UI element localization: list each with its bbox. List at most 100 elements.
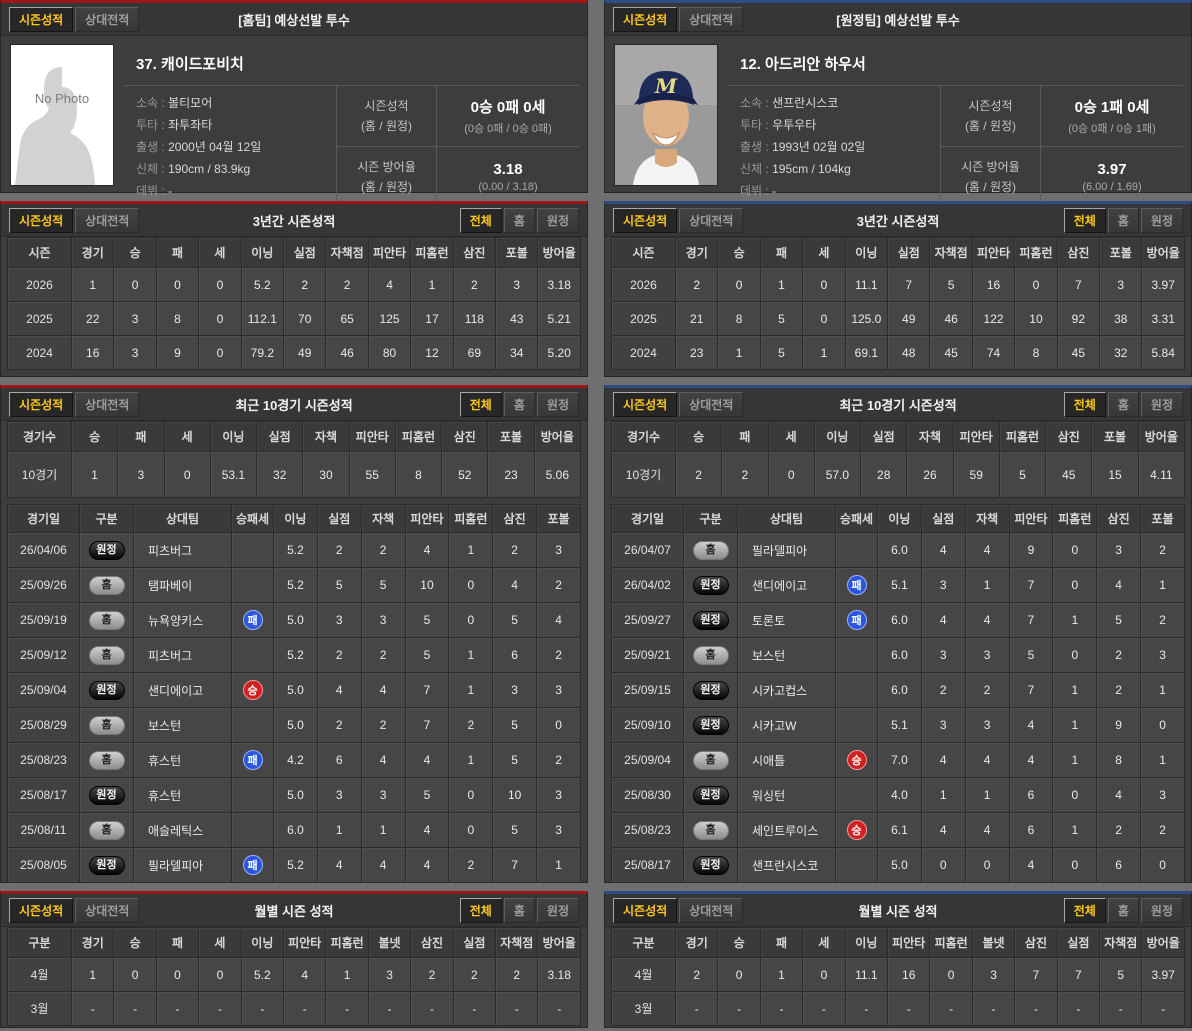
column-header: 세 bbox=[802, 927, 846, 958]
tab-head-to-head[interactable]: 상대전적 bbox=[679, 897, 744, 923]
table-cell: 32 bbox=[256, 451, 304, 498]
home-monthly-section: 월별 시즌 성적 시즌성적 상대전적 전체 홈 원정 구분 경기 승 패 세 이닝 피안타 피… bbox=[0, 891, 588, 1028]
table-cell: 5.06 bbox=[533, 451, 582, 498]
table-cell: 34 bbox=[495, 335, 539, 370]
table-cell: 45 bbox=[1045, 451, 1093, 498]
tab-home[interactable]: 홈 bbox=[503, 897, 535, 923]
recent10-summary-table: 경기수 승 패 세 이닝 실점 자책 피안타 피홈런 삼진 포볼 방어율 10경기 1 3 0 53.1 32 30… bbox=[7, 421, 582, 498]
table-cell: 9 bbox=[1096, 707, 1142, 743]
table-cell: 74 bbox=[971, 335, 1016, 370]
table-cell: 2 bbox=[1096, 637, 1142, 673]
player-photo: No Photo bbox=[10, 44, 114, 186]
table-cell: 8 bbox=[1096, 742, 1142, 778]
table-cell: 6 bbox=[1096, 847, 1142, 883]
tab-head-to-head[interactable]: 상대전적 bbox=[679, 207, 744, 233]
stat-type-tabs: 시즌성적 상대전적 bbox=[9, 207, 140, 233]
table-cell: 0 bbox=[448, 567, 494, 603]
table-cell: 3 bbox=[1140, 637, 1185, 673]
table-cell: 2 bbox=[674, 451, 723, 498]
table-cell: 5 bbox=[759, 335, 804, 370]
tab-all[interactable]: 전체 bbox=[459, 391, 502, 417]
tab-away[interactable]: 원정 bbox=[536, 391, 579, 417]
table-cell: 8 bbox=[394, 451, 443, 498]
table-cell: 1 bbox=[448, 637, 494, 673]
venue-cell: 홈 bbox=[79, 812, 134, 848]
tab-season-stats[interactable]: 시즌성적 bbox=[9, 897, 74, 923]
opponent-name: 탬파베이 bbox=[133, 567, 232, 603]
table-cell: 6 bbox=[1008, 777, 1054, 813]
game-date: 25/09/12 bbox=[7, 637, 80, 673]
tab-head-to-head[interactable]: 상대전적 bbox=[679, 6, 744, 32]
tab-all[interactable]: 전체 bbox=[459, 207, 502, 233]
table-cell: 5.2 bbox=[273, 847, 318, 883]
section-header: [원정팀] 예상선발 투수 시즌성적 상대전적 bbox=[605, 3, 1191, 36]
table-cell: 8 bbox=[155, 301, 200, 336]
table-cell: 1 bbox=[1052, 707, 1098, 743]
tab-all[interactable]: 전체 bbox=[1063, 897, 1106, 923]
table-cell: 49 bbox=[283, 335, 327, 370]
venue-cell: 원정 bbox=[79, 672, 134, 708]
table-cell: - bbox=[70, 991, 115, 1026]
tab-all[interactable]: 전체 bbox=[459, 897, 502, 923]
tab-all[interactable]: 전체 bbox=[1063, 207, 1106, 233]
table-row: 2025 21 8 5 0 125.0 49 46 122 10 92 38 3.31 bbox=[611, 301, 1185, 336]
column-header: 삼진 bbox=[1045, 421, 1093, 452]
column-header: 이닝 bbox=[240, 927, 285, 958]
table-cell: 15 bbox=[1091, 451, 1139, 498]
tab-season-stats[interactable]: 시즌성적 bbox=[613, 6, 678, 32]
tab-home[interactable]: 홈 bbox=[1107, 207, 1139, 233]
table-cell: 4 bbox=[964, 532, 1010, 568]
tab-head-to-head[interactable]: 상대전적 bbox=[75, 6, 140, 32]
tab-head-to-head[interactable]: 상대전적 bbox=[75, 207, 140, 233]
table-row: 2024 23 1 5 1 69.1 48 45 74 8 45 32 5.84 bbox=[611, 335, 1185, 370]
scope-tabs: 전체 홈 원정 bbox=[459, 391, 579, 417]
tab-head-to-head[interactable]: 상대전적 bbox=[679, 391, 744, 417]
away-monthly-section: 월별 시즌 성적 시즌성적 상대전적 전체 홈 원정 구분 경기 승 패 세 이닝 피안타 피… bbox=[604, 891, 1192, 1028]
info-label: 데뷔 : bbox=[740, 184, 769, 198]
table-cell: 52 bbox=[441, 451, 489, 498]
info-label: 데뷔 : bbox=[136, 184, 165, 198]
result-badge: 승 bbox=[242, 680, 263, 700]
column-header: 구분 bbox=[79, 504, 134, 533]
tab-away[interactable]: 원정 bbox=[1140, 391, 1183, 417]
tab-season-stats[interactable]: 시즌성적 bbox=[9, 6, 74, 32]
column-header: 피안타 bbox=[887, 927, 931, 958]
tab-away[interactable]: 원정 bbox=[1140, 897, 1183, 923]
tab-all[interactable]: 전체 bbox=[1063, 391, 1106, 417]
table-cell: 4 bbox=[404, 742, 450, 778]
column-header: 이닝 bbox=[877, 504, 922, 533]
tab-season-stats[interactable]: 시즌성적 bbox=[613, 391, 678, 417]
result-cell bbox=[835, 672, 878, 708]
tab-season-stats[interactable]: 시즌성적 bbox=[9, 207, 74, 233]
table-cell: 4 bbox=[316, 672, 362, 708]
opponent-name: 시카고컵스 bbox=[737, 672, 836, 708]
tab-away[interactable]: 원정 bbox=[1140, 207, 1183, 233]
tab-home[interactable]: 홈 bbox=[1107, 897, 1139, 923]
tab-away[interactable]: 원정 bbox=[536, 897, 579, 923]
tab-away[interactable]: 원정 bbox=[536, 207, 579, 233]
row-label: 2026 bbox=[7, 267, 72, 302]
table-cell: 6 bbox=[492, 637, 538, 673]
table-cell: 4 bbox=[920, 812, 966, 848]
tab-season-stats[interactable]: 시즌성적 bbox=[613, 207, 678, 233]
tab-season-stats[interactable]: 시즌성적 bbox=[9, 391, 74, 417]
info-line-body: 신체 : 195cm / 104kg bbox=[740, 160, 928, 177]
info-label: 소속 : bbox=[740, 96, 769, 110]
tab-home[interactable]: 홈 bbox=[503, 207, 535, 233]
table-cell: 4.11 bbox=[1137, 451, 1186, 498]
table-cell: 3.31 bbox=[1141, 301, 1185, 336]
table-cell: 0 bbox=[155, 267, 200, 302]
column-header: 승패세 bbox=[231, 504, 274, 533]
tab-home[interactable]: 홈 bbox=[1107, 391, 1139, 417]
game-log-row: 25/09/04 홈 시애틀 승 7.0 4 4 4 1 8 1 bbox=[611, 742, 1185, 778]
tab-head-to-head[interactable]: 상대전적 bbox=[75, 391, 140, 417]
column-header: 승 bbox=[717, 237, 761, 268]
tab-season-stats[interactable]: 시즌성적 bbox=[613, 897, 678, 923]
table-cell: 7 bbox=[1056, 267, 1101, 302]
result-cell bbox=[231, 637, 274, 673]
game-log-row: 26/04/02 원정 샌디에이고 패 5.1 3 1 7 0 4 1 bbox=[611, 567, 1185, 603]
table-cell: 0 bbox=[113, 267, 157, 302]
table-cell: 0 bbox=[198, 267, 242, 302]
tab-head-to-head[interactable]: 상대전적 bbox=[75, 897, 140, 923]
tab-home[interactable]: 홈 bbox=[503, 391, 535, 417]
